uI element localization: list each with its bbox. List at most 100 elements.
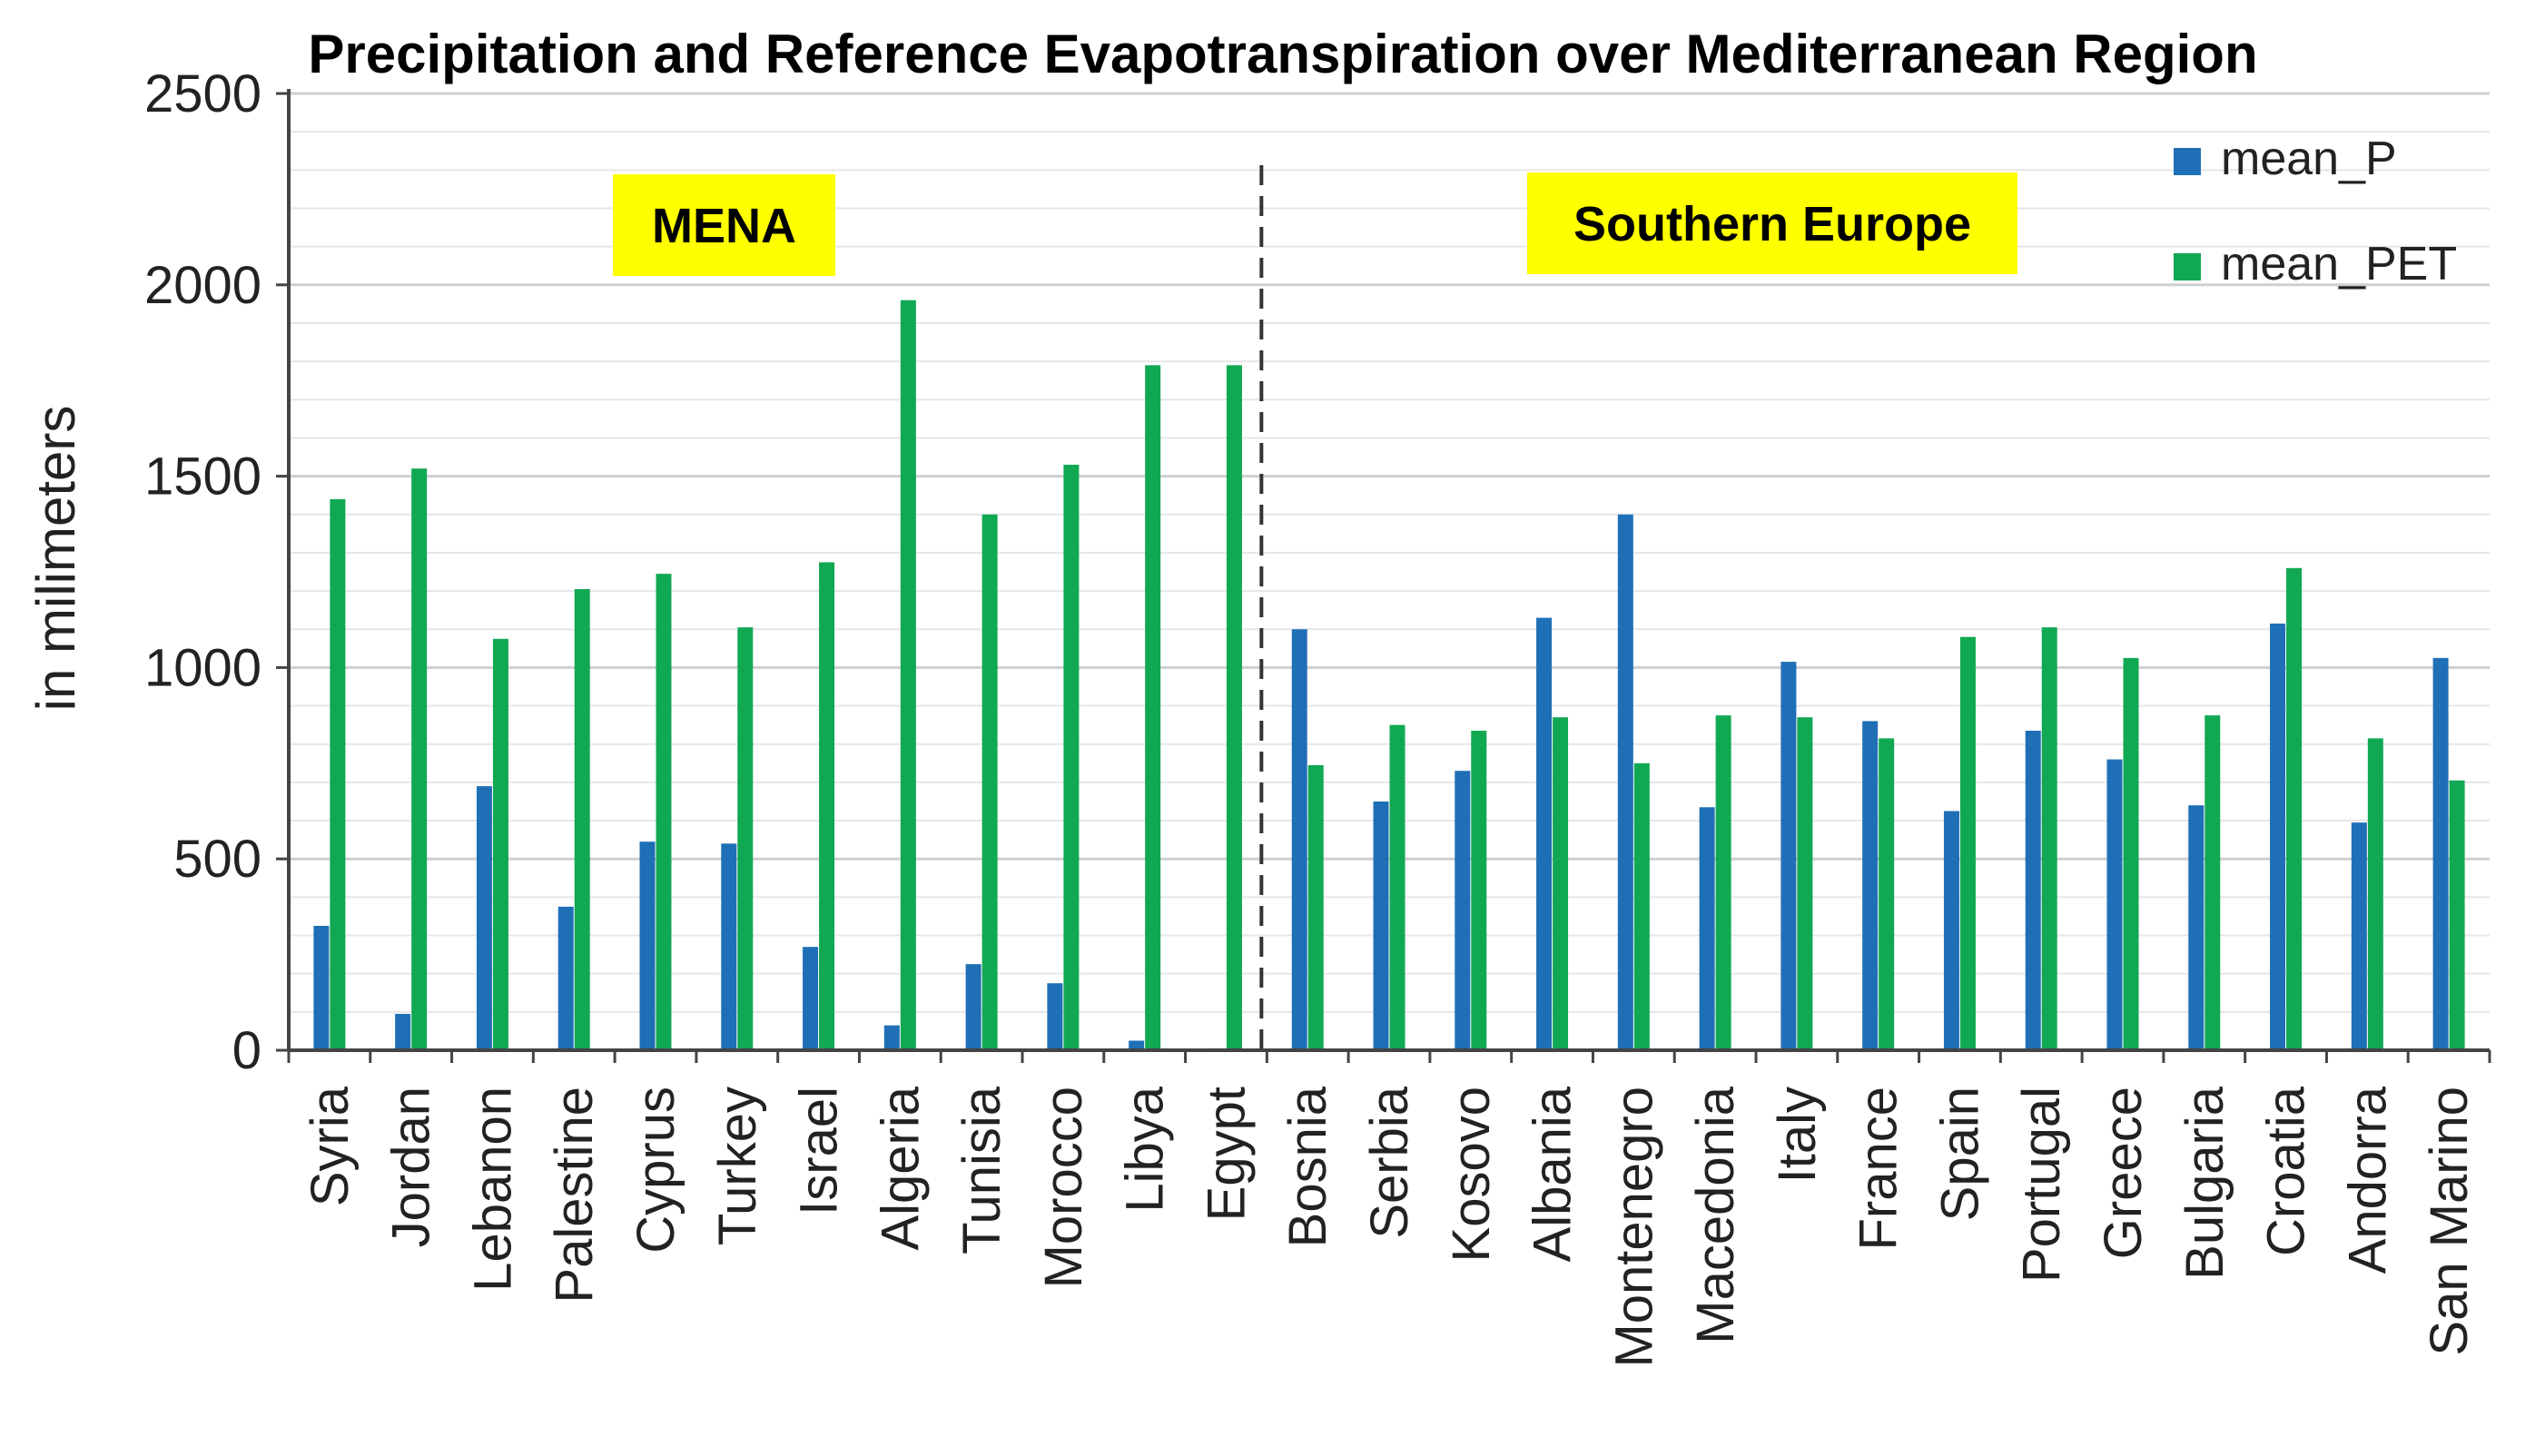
bar-mean_P-macedonia	[1699, 807, 1715, 1050]
x-tick-label: Macedonia	[1686, 1086, 1745, 1343]
x-tick-labels: Syria Jordan Lebanon Palestine Cyprus Turkey I…	[301, 1086, 2479, 1367]
x-tick-label: Spain	[1930, 1087, 1989, 1221]
bar-mean_PET-portugal	[2041, 627, 2057, 1050]
x-tick-label: Montenegro	[1604, 1087, 1663, 1368]
bar-mean_PET-jordan	[411, 468, 428, 1050]
bar-mean_PET-kosovo	[1471, 730, 1487, 1050]
x-tick-label: Jordan	[382, 1087, 441, 1247]
y-axis-label: in milimeters	[25, 406, 86, 712]
bar-mean_PET-turkey	[737, 627, 754, 1050]
legend: mean_P mean_PET	[2174, 133, 2457, 290]
bar-mean_P-greece	[2106, 759, 2123, 1050]
region-labels: MENA Southern Europe	[613, 172, 2017, 276]
bar-mean_P-france	[1862, 721, 1879, 1050]
x-tick-label: Italy	[1768, 1087, 1827, 1183]
y-tick-label: 1500	[144, 448, 261, 507]
bar-mean_P-algeria	[883, 1025, 900, 1050]
bar-mean_PET-libya	[1145, 365, 1161, 1050]
x-tick-label: Bosnia	[1278, 1086, 1337, 1247]
bar-mean_PET-albania	[1553, 717, 1569, 1050]
legend-swatch-mean_P	[2174, 148, 2201, 175]
x-tick-label: Turkey	[708, 1087, 767, 1245]
bar-mean_PET-bulgaria	[2205, 715, 2221, 1050]
x-tick-label: Kosovo	[1442, 1087, 1501, 1262]
bar-mean_PET-lebanon	[492, 638, 508, 1050]
x-tick-label: Tunisia	[952, 1086, 1011, 1254]
bar-mean_PET-egypt	[1226, 365, 1242, 1050]
bar-mean_P-montenegro	[1617, 514, 1633, 1050]
bar-mean_P-san-marino	[2432, 657, 2449, 1050]
bar-mean_P-albania	[1536, 617, 1553, 1050]
bar-mean_P-tunisia	[965, 964, 981, 1050]
x-tick-label: Syria	[301, 1086, 360, 1206]
y-tick-label: 1000	[144, 638, 261, 697]
x-tick-label: Israel	[790, 1087, 849, 1215]
x-tick-label: Serbia	[1360, 1086, 1419, 1238]
bar-mean_PET-italy	[1797, 717, 1813, 1050]
bar-mean_P-morocco	[1047, 983, 1063, 1050]
x-tick-label: Palestine	[545, 1087, 604, 1304]
bar-mean_PET-san-marino	[2449, 780, 2465, 1050]
bar-mean_P-andorra	[2351, 822, 2367, 1050]
x-tick-label: San Marino	[2420, 1087, 2479, 1356]
bar-mean_P-lebanon	[476, 786, 492, 1050]
y-tick-label: 500	[173, 830, 261, 889]
legend-swatch-mean_PET	[2174, 253, 2201, 280]
bar-mean_PET-macedonia	[1715, 715, 1731, 1050]
x-tick-label: Croatia	[2257, 1086, 2316, 1256]
bar-mean_P-cyprus	[639, 841, 656, 1050]
bar-mean_PET-syria	[330, 498, 346, 1050]
bar-mean_PET-israel	[819, 562, 835, 1050]
x-tick-label: Egypt	[1197, 1087, 1256, 1221]
grid	[289, 92, 2490, 1013]
bar-mean_P-palestine	[557, 906, 574, 1050]
bar-mean_P-spain	[1943, 811, 1959, 1050]
x-tick-label: Bulgaria	[2175, 1086, 2234, 1280]
y-tick-label: 2000	[144, 256, 261, 315]
x-tick-label: Albania	[1524, 1086, 1583, 1262]
bar-mean_PET-bosnia	[1307, 764, 1324, 1050]
bar-mean_PET-serbia	[1389, 724, 1406, 1050]
bar-mean_P-turkey	[721, 843, 737, 1050]
bar-mean_PET-palestine	[574, 588, 590, 1050]
bar-mean_P-libya	[1129, 1040, 1145, 1050]
region-highlight-southern-europe	[1527, 172, 2017, 274]
y-tick-label: 2500	[144, 64, 261, 123]
bar-mean_PET-cyprus	[656, 574, 672, 1050]
bar-mean_P-bulgaria	[2188, 805, 2205, 1050]
x-tick-label: Andorra	[2338, 1086, 2397, 1274]
region-label-southern-europe: Southern Europe	[1573, 197, 1971, 251]
x-tick-label: Libya	[1116, 1086, 1175, 1212]
bar-mean_PET-andorra	[2367, 738, 2383, 1050]
chart-title: Precipitation and Reference Evapotranspi…	[308, 24, 2257, 84]
bar-mean_P-serbia	[1373, 801, 1389, 1050]
bar-mean_PET-tunisia	[981, 514, 998, 1050]
y-tick-label: 0	[232, 1021, 261, 1080]
bar-mean_P-israel	[803, 947, 819, 1050]
bar-mean_P-portugal	[2025, 730, 2041, 1050]
bar-mean_P-bosnia	[1291, 629, 1307, 1050]
legend-label-mean_P: mean_P	[2221, 133, 2397, 185]
legend-label-mean_PET: mean_PET	[2221, 238, 2457, 290]
x-tick-label: Lebanon	[463, 1087, 522, 1292]
bar-mean_P-croatia	[2270, 623, 2286, 1050]
bar-mean_PET-spain	[1959, 636, 1976, 1050]
bar-mean_PET-algeria	[900, 300, 916, 1050]
x-tick-label: Greece	[2094, 1087, 2153, 1259]
x-tick-label: Cyprus	[626, 1087, 686, 1254]
bar-mean_PET-montenegro	[1633, 762, 1650, 1050]
x-tick-label: Morocco	[1034, 1087, 1093, 1288]
bar-mean_PET-croatia	[2286, 567, 2303, 1050]
bar-mean_P-kosovo	[1455, 771, 1471, 1050]
x-tick-label: Portugal	[2012, 1087, 2071, 1283]
region-highlight-mena	[613, 174, 835, 276]
bar-mean_PET-greece	[2123, 657, 2139, 1050]
bar-mean_P-jordan	[395, 1013, 411, 1050]
bar-mean_P-syria	[313, 925, 330, 1050]
x-tick-label: Algeria	[871, 1086, 930, 1250]
x-tick-label: France	[1849, 1087, 1909, 1251]
bars	[313, 300, 2465, 1050]
bar-mean_P-italy	[1780, 662, 1797, 1050]
